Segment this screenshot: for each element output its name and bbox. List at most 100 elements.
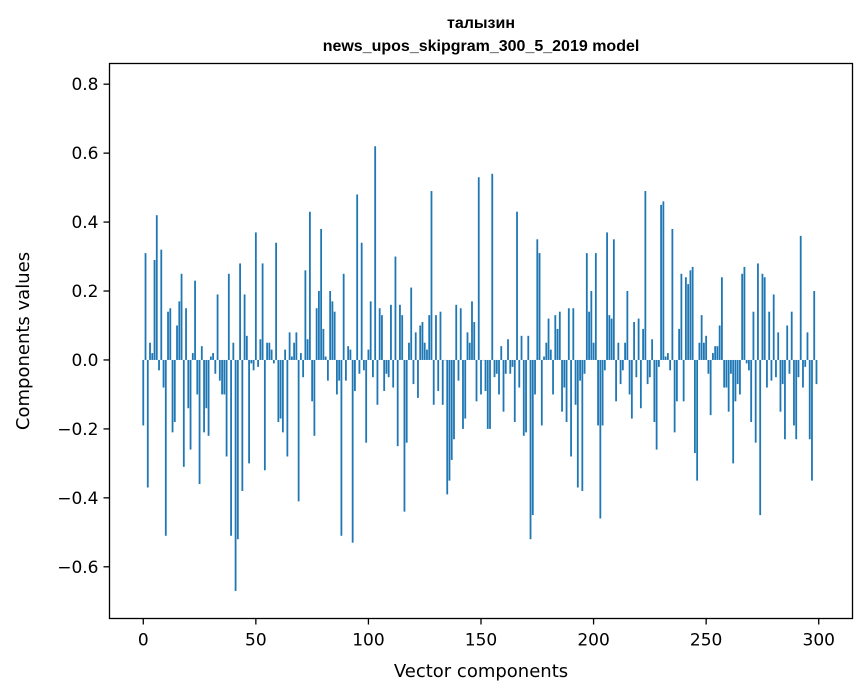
bar-35	[221, 359, 223, 395]
bar-116	[403, 359, 406, 512]
bar-214	[624, 342, 626, 360]
bar-272	[754, 359, 757, 443]
bar-253	[712, 353, 714, 360]
bar-50	[254, 232, 257, 360]
bar-66	[290, 356, 293, 360]
bar-34	[218, 359, 221, 381]
bar-91	[347, 346, 350, 360]
bar-131	[437, 359, 440, 391]
bar-161	[504, 359, 507, 374]
bar-186	[561, 359, 563, 412]
x-tick-label: 50	[245, 631, 267, 651]
bar-126	[426, 349, 428, 360]
bar-102	[372, 359, 374, 378]
bar-100	[367, 349, 370, 360]
chart-title-line1: талызин	[447, 15, 515, 32]
y-tick-label: −0.6	[57, 558, 98, 578]
bar-298	[813, 291, 816, 360]
bar-47	[248, 359, 250, 464]
bar-236	[673, 359, 676, 433]
bar-36	[223, 359, 226, 395]
bar-296	[808, 359, 811, 440]
bar-72	[304, 270, 307, 360]
bar-20	[187, 359, 190, 409]
bar-227	[653, 359, 656, 423]
bar-127	[428, 315, 431, 360]
bar-44	[241, 359, 244, 491]
bar-199	[590, 291, 593, 360]
chart-title-line2: news_upos_skipgram_300_5_2019 model	[323, 38, 640, 55]
bar-124	[421, 322, 424, 360]
bar-213	[621, 359, 624, 371]
bar-279	[770, 359, 773, 381]
bar-268	[745, 359, 748, 364]
bar-78	[317, 291, 320, 360]
bar-280	[772, 294, 775, 360]
bar-43	[239, 263, 241, 360]
bar-294	[804, 359, 807, 367]
bar-265	[739, 359, 741, 395]
bar-54	[263, 359, 266, 471]
bar-207	[608, 315, 611, 360]
bar-251	[707, 359, 710, 374]
bar-79	[320, 228, 323, 360]
bar-95	[356, 194, 359, 360]
bar-17	[180, 273, 183, 360]
bar-105	[378, 308, 381, 360]
bar-284	[781, 359, 784, 385]
bar-59	[275, 242, 278, 360]
bar-262	[732, 359, 735, 464]
bar-210	[615, 359, 617, 402]
bar-287	[788, 359, 791, 374]
bar-14	[173, 359, 176, 423]
bar-75	[311, 359, 314, 402]
bar-123	[419, 325, 422, 360]
bar-49	[252, 359, 255, 371]
bar-144	[466, 332, 469, 360]
bar-11	[167, 311, 169, 360]
bar-107	[383, 359, 386, 391]
bar-230	[660, 204, 663, 360]
bar-61	[279, 359, 282, 419]
bar-250	[705, 335, 708, 360]
bar-93	[351, 359, 354, 543]
bar-206	[606, 232, 608, 360]
bar-125	[423, 342, 426, 360]
bar-220	[637, 318, 640, 360]
x-tick-label: 100	[352, 631, 384, 651]
bar-182	[552, 359, 554, 395]
bar-30	[209, 356, 212, 360]
bar-292	[799, 235, 802, 360]
y-tick-label: 0.2	[71, 282, 98, 302]
bar-109	[387, 359, 390, 378]
bar-197	[585, 253, 588, 360]
y-tick-label: 0.8	[71, 75, 98, 95]
bar-152	[484, 359, 487, 391]
bar-80	[322, 328, 325, 360]
bar-249	[703, 342, 705, 360]
bar-237	[675, 359, 678, 402]
bar-10	[164, 359, 167, 536]
bar-141	[459, 308, 462, 360]
bar-278	[768, 311, 771, 360]
bar-170	[525, 359, 527, 433]
bar-193	[576, 359, 579, 488]
bar-192	[574, 359, 577, 405]
bar-51	[257, 359, 259, 367]
bar-174	[534, 359, 536, 395]
bar-256	[718, 325, 721, 360]
y-tick-label: 0.4	[71, 213, 98, 233]
bar-92	[349, 349, 352, 360]
bar-62	[281, 359, 284, 433]
bar-29	[207, 359, 210, 436]
bar-98	[363, 359, 365, 371]
bar-5	[153, 259, 156, 360]
bar-297	[811, 359, 813, 481]
bar-23	[194, 280, 196, 360]
bar-290	[795, 359, 798, 440]
bar-274	[759, 359, 762, 516]
bar-267	[743, 266, 746, 360]
bar-246	[696, 359, 699, 481]
bar-46	[245, 335, 248, 360]
